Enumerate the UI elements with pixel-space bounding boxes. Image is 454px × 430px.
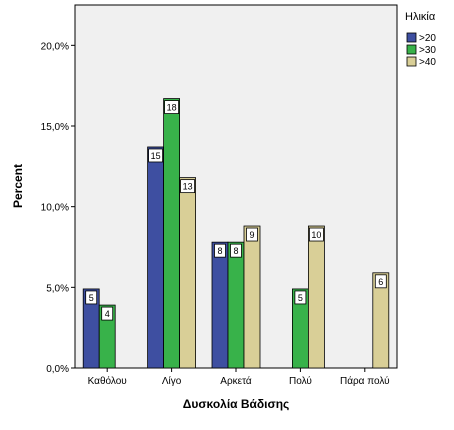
data-label-box	[294, 290, 307, 305]
data-label: 13	[183, 182, 193, 192]
y-axis: 0,0% 5,0% 10,0% 15,0% 20,0%	[41, 41, 75, 375]
bar	[243, 225, 261, 369]
bar	[163, 98, 181, 369]
data-label-box	[101, 306, 114, 321]
bar	[372, 272, 390, 369]
x-tick-label: Πολύ	[289, 375, 312, 387]
data-label: 5	[89, 293, 94, 303]
x-tick-label: Πάρα πολύ	[340, 375, 390, 387]
bar	[227, 241, 245, 369]
data-label-box	[85, 290, 98, 305]
y-tick-label: 15,0%	[41, 122, 69, 133]
legend-swatch	[406, 56, 417, 67]
data-label-box	[308, 227, 324, 242]
data-label: 9	[249, 230, 254, 240]
data-label: 10	[311, 230, 321, 240]
legend-label: >40	[419, 57, 436, 68]
data-label-box	[374, 274, 387, 289]
data-label: 15	[151, 151, 161, 161]
x-tick-label: Αρκετά	[220, 375, 252, 387]
data-label-box	[230, 243, 242, 258]
bars-layer: 5 4 15 18 13 8 8 9 5 10 6	[82, 98, 390, 369]
data-label: 6	[378, 277, 383, 287]
y-tick-label: 5,0%	[46, 283, 69, 294]
bar	[179, 177, 197, 369]
data-label-box	[148, 148, 164, 163]
data-label: 5	[298, 293, 303, 303]
data-label-box	[180, 179, 196, 194]
data-label-box	[164, 100, 180, 114]
bar	[147, 146, 165, 369]
y-tick-label: 10,0%	[41, 203, 69, 214]
x-axis-title: Δυσκολία Βάδισης	[183, 397, 290, 411]
data-label: 4	[105, 309, 110, 319]
data-label-box	[246, 227, 258, 242]
x-tick-label: Καθόλου	[88, 375, 127, 387]
x-tick-label: Λίγο	[162, 375, 182, 387]
x-axis: Καθόλου Λίγο Αρκετά Πολύ Πάρα πολύ	[88, 368, 390, 387]
data-label: 8	[233, 246, 238, 256]
data-label: 18	[167, 103, 177, 113]
data-label-box	[214, 243, 226, 258]
legend: Ηλικία >20>30>40	[405, 11, 436, 68]
legend-label: >30	[419, 45, 436, 56]
bar	[307, 225, 325, 369]
legend-title: Ηλικία	[405, 11, 436, 23]
legend-swatch	[406, 44, 417, 55]
y-tick-label: 0,0%	[46, 364, 69, 375]
data-label: 8	[217, 246, 222, 256]
legend-swatch	[406, 32, 417, 43]
legend-label: >20	[419, 33, 436, 44]
y-axis-title: Percent	[11, 164, 25, 208]
y-tick-label: 20,0%	[41, 41, 69, 52]
bar	[211, 241, 229, 369]
